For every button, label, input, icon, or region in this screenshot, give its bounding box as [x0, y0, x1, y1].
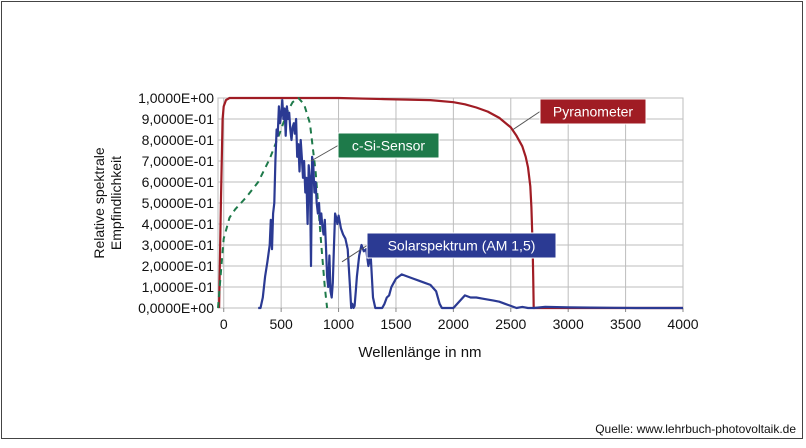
y-tick-label: 5,0000E-01 — [142, 195, 215, 211]
y-tick-label: 4,0000E-01 — [142, 216, 215, 232]
pyranometer-callout: Pyranometer — [512, 98, 647, 130]
callout-leader — [310, 145, 339, 162]
y-axis-label-line-2: Empfindlichkeit — [108, 156, 124, 250]
y-tick-label: 0,0000E+00 — [138, 300, 214, 316]
callout-box — [539, 98, 647, 125]
x-tick-label: 3000 — [553, 316, 584, 332]
y-tick-label: 9,0000E-01 — [142, 111, 215, 127]
series-lines — [217, 96, 683, 310]
callout-label: Pyranometer — [553, 104, 633, 120]
y-tick-label: 1,0000E-01 — [142, 279, 215, 295]
y-tick-label: 1,0000E+00 — [138, 90, 214, 106]
y-tick-label: 8,0000E-01 — [142, 132, 215, 148]
callout-label: Solarspektrum (AM 1,5) — [388, 238, 536, 254]
x-tick-label: 1500 — [380, 316, 411, 332]
x-axis-tick-labels: 0 500 1000 1500 2000 2500 3000 3500 4000 — [220, 316, 699, 332]
pyranometer-line — [218, 96, 683, 310]
solar-spectrum-line — [258, 99, 683, 310]
annotations: Pyranometer c-Si-Sensor Solarspektrum (AM … — [310, 98, 647, 263]
c-si-sensor-line — [217, 97, 329, 309]
callout-label: c-Si-Sensor — [352, 138, 425, 154]
x-tick-label: 500 — [269, 316, 293, 332]
x-tick-label: 1000 — [323, 316, 354, 332]
callout-leader — [341, 245, 368, 263]
y-axis-label-line-1: Relative spektrale — [91, 147, 107, 258]
y-tick-label: 3,0000E-01 — [142, 237, 215, 253]
x-tick-label: 3500 — [610, 316, 641, 332]
x-axis-label: Wellenlänge in nm — [358, 344, 481, 361]
x-tick-label: 4000 — [667, 316, 698, 332]
callout-box — [337, 132, 440, 159]
y-tick-label: 2,0000E-01 — [142, 258, 215, 274]
grid-lines — [217, 97, 684, 312]
x-tick-label: 0 — [220, 316, 228, 332]
callout-leader — [512, 111, 541, 130]
y-tick-label: 6,0000E-01 — [142, 174, 215, 190]
y-axis-label: Relative spektrale Empfindlichkeit — [91, 147, 124, 258]
callout-box — [366, 232, 557, 259]
y-axis-tick-labels: 0,0000E+00 1,0000E-01 2,0000E-01 3,0000E-01… — [138, 90, 214, 316]
source-credit: Quelle: www.lehrbuch-photovoltaik.de — [595, 422, 796, 436]
c-si-sensor-callout: c-Si-Sensor — [310, 132, 440, 162]
x-tick-label: 2000 — [438, 316, 469, 332]
solar-spectrum-callout: Solarspektrum (AM 1,5) — [341, 232, 557, 263]
x-tick-label: 2500 — [495, 316, 526, 332]
y-tick-label: 7,0000E-01 — [142, 153, 215, 169]
